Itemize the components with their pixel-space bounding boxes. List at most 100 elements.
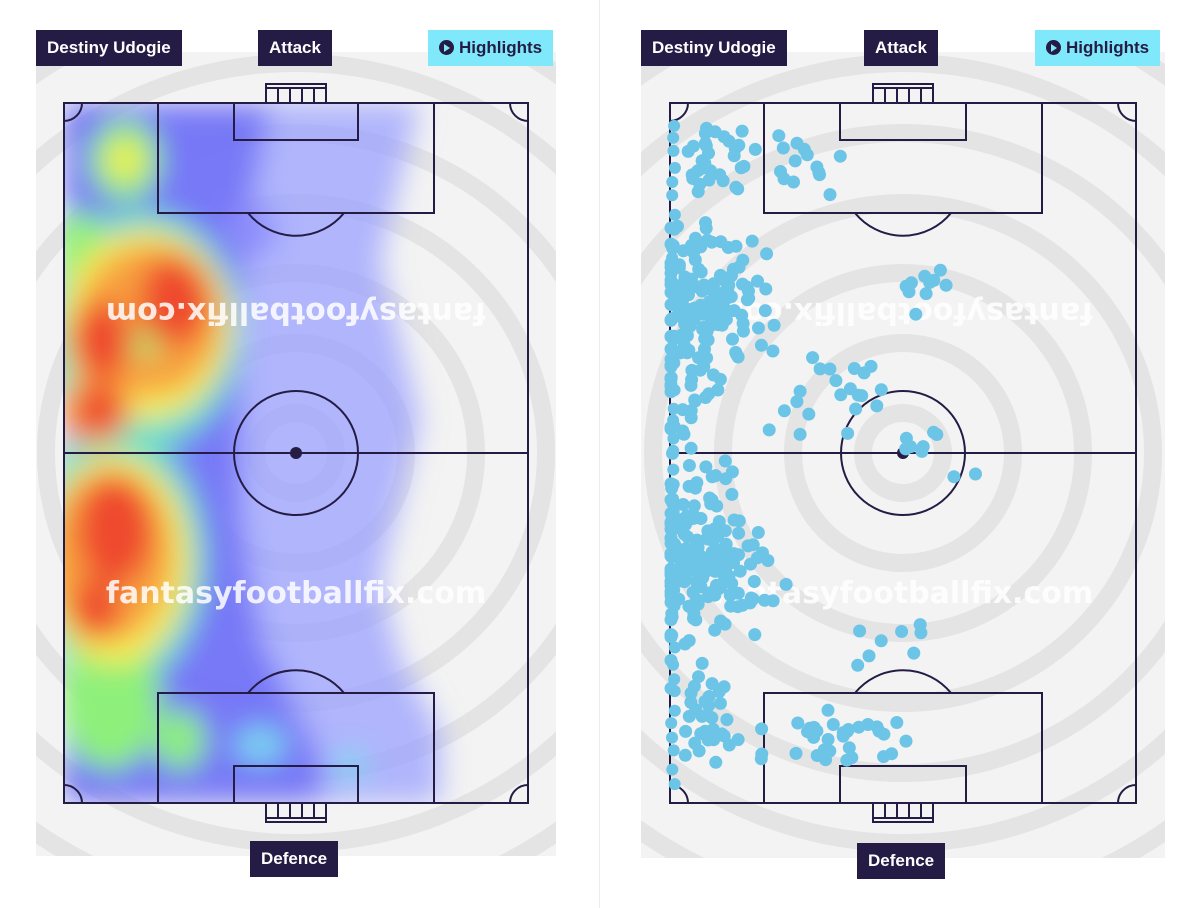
touch-dot [788,154,802,168]
touch-dot [779,577,793,591]
touch-dot [810,749,824,762]
touch-dot [791,716,805,730]
touch-dot [899,734,913,748]
touch-dot [833,149,847,163]
touch-dot [676,498,690,511]
touch-dot [668,384,681,397]
touch-dot [754,338,768,352]
touch-dot [748,142,762,156]
touch-dot [699,307,713,321]
touch-dot [741,539,755,553]
touch-dot [747,575,761,588]
touch-dot [684,441,698,455]
touch-dot [730,347,743,361]
touch-dot [676,403,690,417]
touch-dot [853,624,867,638]
touch-dot [685,168,699,182]
play-icon [1046,40,1061,55]
touch-dot [666,731,678,744]
touch-dot [666,611,679,623]
touch-dot [895,625,909,638]
touch-dot [836,726,850,740]
touch-dot [682,479,696,493]
touch-dot [732,526,746,540]
highlights-button[interactable]: Highlights [428,30,554,66]
touch-dot [690,533,704,547]
touchmap-pitch: fantasyfootballfix.com fantasyfootballfi… [641,52,1165,858]
touch-dot [725,487,739,501]
touch-dot [667,239,680,252]
touch-dot [802,407,816,421]
touch-dot [667,463,680,476]
touch-dot [667,414,680,427]
touch-dot [716,174,730,188]
touch-dot [685,363,699,377]
touch-dot [787,175,800,189]
touch-dot [923,276,937,289]
touch-dot [709,469,723,483]
defence-label: Defence [250,841,339,877]
touch-dot [751,526,765,539]
touch-dot [687,607,701,621]
touch-dot [668,223,681,236]
touch-dot [679,724,693,738]
touch-dot [684,272,698,286]
touch-dot [717,549,731,563]
touch-dot [668,161,681,174]
touch-dot [694,512,708,525]
highlights-label: Highlights [459,38,543,57]
touch-dot [668,673,681,686]
touch-dot [666,251,679,264]
touch-dot [698,724,712,738]
touch-dot [699,391,713,404]
watermark-bottom: fantasyfootballfix.com [106,576,486,611]
attack-label: Attack [864,30,938,66]
touch-dot [687,499,701,513]
touch-dot [667,492,680,505]
touch-dot [709,755,723,769]
touch-dot [907,646,921,660]
centre-spot [290,447,302,459]
touch-dot [667,295,680,308]
touch-dot [731,586,745,600]
touch-dot [665,550,678,563]
touch-dot [718,617,732,631]
touch-dot [688,393,702,407]
touch-dot [713,696,727,710]
touch-dot [682,513,696,527]
touch-dot [745,234,759,248]
touch-dot [666,189,679,202]
touch-dot [668,584,681,597]
touch-dot [668,685,681,698]
touch-dot [687,246,701,259]
touch-dot [700,121,713,135]
touch-dot [698,694,712,708]
touch-dot [665,312,678,325]
touch-dot [760,247,774,261]
touch-dot [667,444,680,457]
touch-dot [666,265,679,278]
highlights-button[interactable]: Highlights [1035,30,1161,66]
touch-dot [676,328,690,342]
touch-dot [899,431,913,445]
touch-dot [890,716,904,729]
touch-dot [686,139,700,153]
touch-dot [678,748,692,762]
touch-dot [834,388,848,402]
touch-dot [969,467,982,481]
touch-dot [699,460,713,474]
touch-dot [842,741,856,755]
touch-dot [666,763,679,776]
touch-dot [762,423,776,437]
touch-dot [707,733,721,747]
touch-dot [684,411,698,425]
touch-dot [713,301,727,315]
touch-dot [668,778,681,791]
touch-dot [759,282,773,296]
touch-dot [732,514,746,528]
touchmap-panel: fantasyfootballfix.com fantasyfootballfi… [625,0,1185,908]
touch-dot [677,559,690,573]
touch-dot [667,131,680,144]
touch-dot [665,371,678,384]
touch-dot [692,262,706,276]
